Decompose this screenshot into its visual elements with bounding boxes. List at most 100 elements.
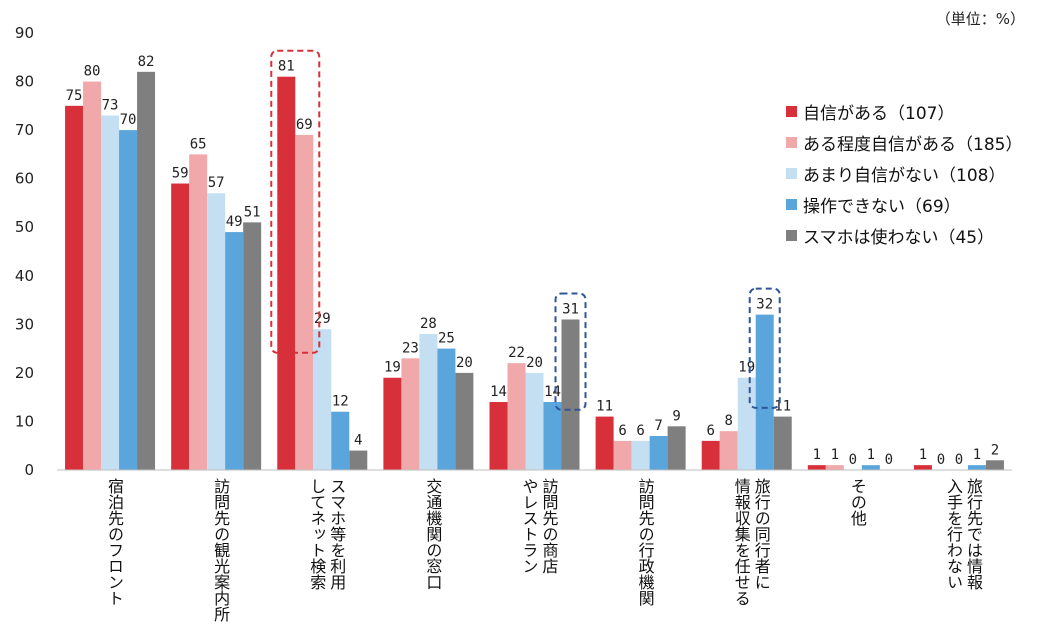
x-category-label: 訪問先の観光案内所 (210, 478, 230, 622)
x-category-label-line: 情報収集を任せる (731, 478, 751, 606)
data-label: 23 (402, 340, 419, 356)
bar (171, 183, 190, 470)
legend-item: 自信がある（107） (786, 96, 1022, 127)
bar (349, 450, 368, 470)
x-category-label-line: 訪問先の商店 (539, 478, 559, 574)
data-label: 19 (384, 360, 401, 376)
data-label: 2 (991, 442, 999, 458)
data-label: 1 (831, 447, 839, 463)
data-label: 12 (332, 394, 349, 410)
legend-item: スマホは使わない（45） (786, 220, 1022, 251)
y-tick-label: 10 (15, 412, 34, 430)
x-category-label-line: スマホ等を利用 (327, 478, 347, 590)
x-category-label-line: 訪問先の行政機関 (635, 478, 655, 606)
bar (825, 465, 844, 470)
data-label: 80 (84, 64, 101, 80)
legend-item: ある程度自信がある（185） (786, 127, 1022, 158)
x-category-label-line: してネット検索 (307, 478, 327, 590)
bar (649, 436, 668, 470)
bar (489, 402, 508, 470)
bar (295, 134, 314, 470)
data-label: 70 (120, 112, 137, 128)
bar (913, 465, 932, 470)
bar (243, 222, 262, 470)
x-category-label: 訪問先の行政機関 (635, 478, 655, 606)
bar (543, 402, 562, 470)
x-category-label-line: 旅行の同行者に (751, 478, 771, 590)
y-tick-label: 50 (15, 218, 34, 236)
data-label: 22 (508, 345, 525, 361)
x-category-label: その他 (847, 478, 867, 526)
data-label: 20 (526, 355, 543, 371)
data-label: 49 (226, 214, 243, 230)
bar (437, 348, 456, 470)
bar (737, 377, 756, 470)
x-category-label: 宿泊先のフロント (104, 478, 124, 606)
bar (701, 440, 720, 470)
x-category-label: 交通機関の窓口 (422, 478, 442, 590)
legend-item: あまり自信がない（108） (786, 158, 1022, 189)
bars-group (65, 71, 1004, 471)
bar (455, 372, 474, 470)
bar (189, 154, 208, 470)
x-category-label: 旅行先では情報 入手を行わない (943, 478, 983, 590)
x-category-label: スマホ等を利用 してネット検索 (306, 478, 346, 590)
legend-swatch (786, 168, 797, 179)
x-category-label-line: 入手を行わない (943, 478, 963, 590)
data-label: 6 (707, 423, 715, 439)
legend: 自信がある（107） ある程度自信がある（185） あまり自信がない（108） 操作で… (786, 96, 1022, 251)
data-label: 14 (544, 384, 561, 400)
data-label: 65 (190, 136, 207, 152)
unit-note: （単位：%） (935, 10, 1025, 28)
y-tick-label: 60 (15, 170, 34, 188)
x-category-label-line: 交通機関の窓口 (423, 478, 443, 590)
bar (277, 76, 296, 470)
bar (225, 232, 244, 470)
data-label: 1 (973, 447, 981, 463)
x-category-label-line: 旅行先では情報 (963, 478, 983, 590)
y-tick-label: 80 (15, 73, 34, 91)
legend-label: あまり自信がない（108） (803, 166, 1006, 186)
data-label: 20 (456, 355, 473, 371)
data-label: 9 (672, 408, 680, 424)
bar (401, 358, 420, 470)
data-label: 59 (172, 166, 189, 182)
legend-item: 操作できない（69） (786, 189, 1022, 220)
y-tick-label: 20 (15, 364, 34, 382)
y-axis: 0 10 20 30 40 50 60 70 80 90 (15, 24, 34, 479)
bar (861, 465, 880, 470)
bar (331, 411, 350, 470)
y-tick-label: 70 (15, 121, 34, 139)
bar (755, 314, 774, 470)
bar (419, 334, 438, 470)
data-label: 73 (102, 98, 119, 114)
y-tick-label: 0 (24, 461, 34, 479)
data-label: 82 (138, 54, 155, 70)
legend-swatch (786, 230, 797, 241)
data-label: 1 (867, 447, 875, 463)
data-label: 0 (955, 452, 963, 468)
legend-swatch (786, 199, 797, 210)
bar (313, 329, 332, 470)
bar (65, 105, 84, 470)
bar (561, 319, 580, 470)
data-label: 28 (420, 316, 437, 332)
data-label: 14 (490, 384, 507, 400)
bar (525, 372, 544, 470)
y-tick-label: 30 (15, 315, 34, 333)
x-category-label-line: 宿泊先のフロント (105, 478, 125, 606)
data-label: 57 (208, 175, 225, 191)
legend-swatch (786, 137, 797, 148)
data-label: 0 (885, 452, 893, 468)
data-label: 31 (562, 301, 579, 317)
bar (631, 440, 650, 470)
bar (507, 363, 526, 470)
x-category-label-line: その他 (847, 478, 867, 526)
legend-label: 自信がある（107） (803, 104, 955, 124)
data-label: 0 (937, 452, 945, 468)
bar (383, 377, 402, 470)
data-label: 19 (738, 360, 755, 376)
x-category-label: 旅行の同行者に 情報収集を任せる (731, 478, 771, 606)
x-category-label: 訪問先の商店 やレストラン (519, 478, 559, 574)
bar (773, 416, 792, 470)
